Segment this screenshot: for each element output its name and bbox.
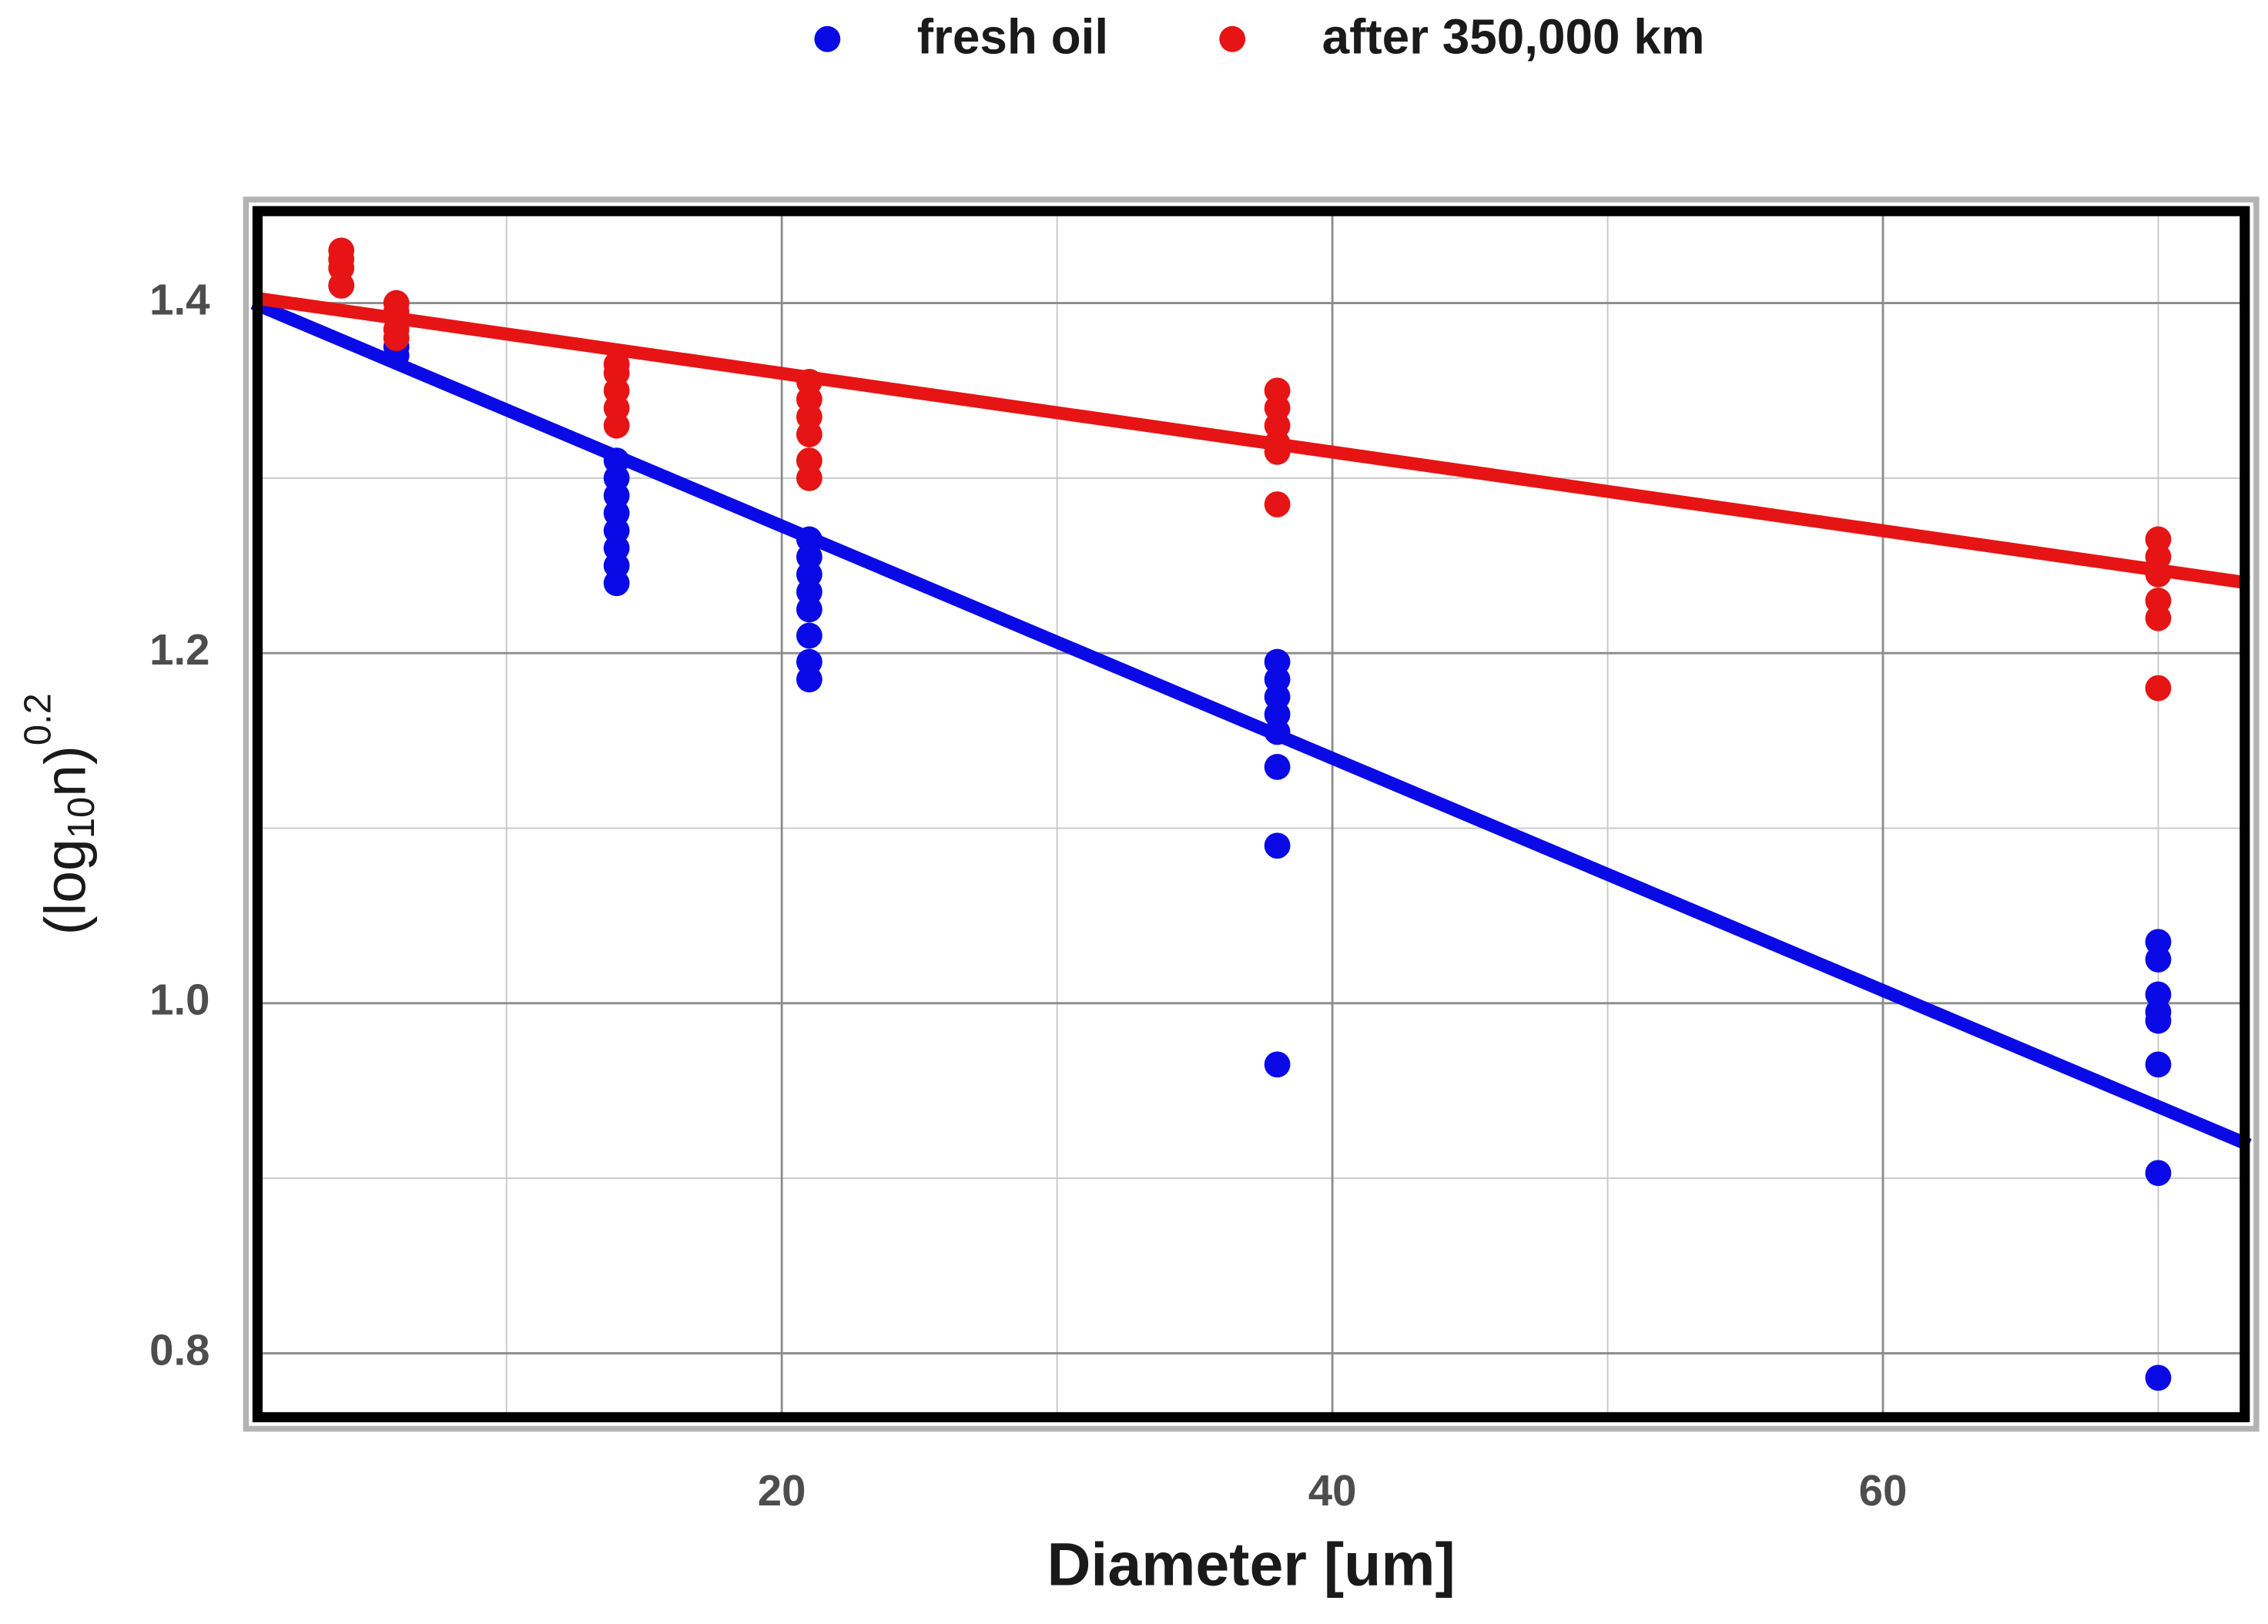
data-point <box>1264 1051 1291 1078</box>
panel-outer-border <box>243 196 2260 1432</box>
trend-line <box>252 291 2250 590</box>
data-point <box>1264 754 1291 780</box>
x-tick-label: 60 <box>1859 1466 1908 1515</box>
legend-marker <box>1219 25 1246 52</box>
y-label-sub: 10 <box>61 797 102 839</box>
y-label-part: n) <box>32 745 97 797</box>
data-point <box>603 570 630 597</box>
legend-label: after 350,000 km <box>1322 8 1705 64</box>
y-tick-label: 1.4 <box>149 275 210 323</box>
data-point <box>603 412 630 439</box>
legend-marker <box>814 25 841 52</box>
panel <box>253 206 2250 1422</box>
data-point <box>796 421 822 447</box>
y-tick-label: 1.0 <box>149 976 209 1024</box>
data-point <box>2145 1160 2172 1187</box>
data-point <box>2145 1051 2172 1078</box>
y-tick-label: 0.8 <box>149 1325 209 1374</box>
y-tick-label: 1.2 <box>149 625 209 674</box>
x-tick-label: 20 <box>758 1466 806 1515</box>
data-point <box>383 325 410 351</box>
data-point <box>796 464 822 491</box>
data-point <box>328 272 355 299</box>
legend-label: fresh oil <box>917 8 1108 64</box>
x-axis-label: Diameter [um] <box>1047 1530 1456 1598</box>
data-point <box>2145 1364 2172 1391</box>
data-point <box>1264 491 1291 517</box>
y-label-part: (log <box>32 839 97 935</box>
data-point <box>2145 675 2172 702</box>
data-point <box>1264 832 1291 859</box>
data-point <box>796 622 822 649</box>
y-axis-label: (log10n)0.2 <box>18 693 102 935</box>
trend-line <box>250 296 2252 1151</box>
data-point <box>796 666 822 693</box>
panel-border <box>252 206 2250 1423</box>
x-tick-label: 40 <box>1308 1466 1357 1515</box>
data-point <box>796 596 822 623</box>
data-point <box>2145 946 2172 973</box>
data-point <box>2145 604 2172 631</box>
y-label-sup: 0.2 <box>18 693 59 745</box>
data-point <box>2145 1007 2172 1034</box>
